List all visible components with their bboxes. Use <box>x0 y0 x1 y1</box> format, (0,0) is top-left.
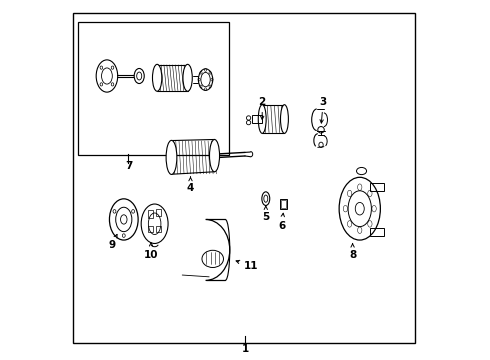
Bar <box>280 199 287 210</box>
Text: 2: 2 <box>259 97 266 120</box>
Text: 5: 5 <box>262 206 270 221</box>
Text: 7: 7 <box>125 161 132 171</box>
Text: 8: 8 <box>349 244 356 260</box>
Bar <box>281 201 286 208</box>
Ellipse shape <box>183 64 192 91</box>
Ellipse shape <box>166 140 177 175</box>
Bar <box>78 22 229 155</box>
Bar <box>156 210 161 216</box>
Text: 11: 11 <box>236 260 259 271</box>
Bar <box>370 183 384 191</box>
Text: 10: 10 <box>144 243 158 260</box>
Ellipse shape <box>152 64 162 91</box>
Ellipse shape <box>258 105 266 134</box>
Bar <box>370 228 384 235</box>
Text: 9: 9 <box>108 234 117 250</box>
Ellipse shape <box>210 139 220 172</box>
Ellipse shape <box>280 105 289 134</box>
Bar <box>252 115 262 123</box>
Text: 4: 4 <box>187 177 194 193</box>
Ellipse shape <box>134 68 144 84</box>
Bar <box>156 226 161 232</box>
Text: 3: 3 <box>319 97 327 123</box>
Text: 6: 6 <box>278 213 285 230</box>
Bar <box>148 210 153 218</box>
Text: 1: 1 <box>242 343 248 354</box>
Bar <box>148 226 153 232</box>
